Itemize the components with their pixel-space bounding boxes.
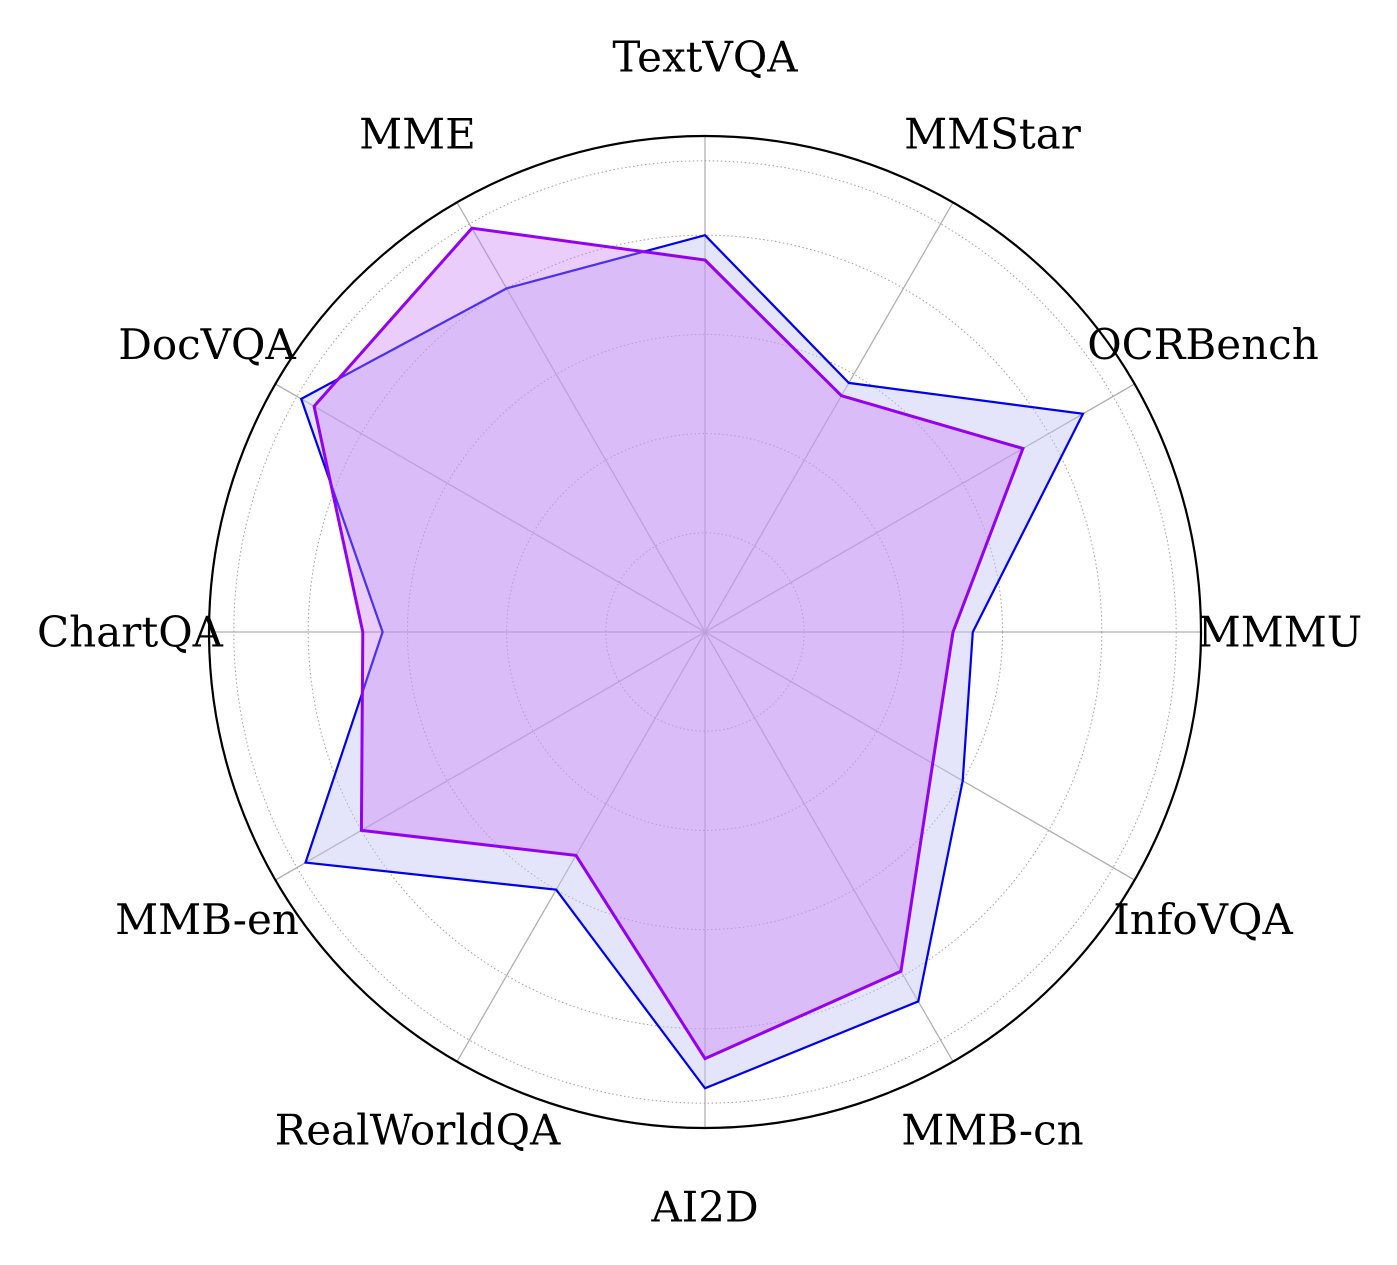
axis-label-mmstar: MMStar	[904, 110, 1082, 159]
radar-outer-ring	[207, 134, 1203, 1130]
grid-ring-2	[506, 433, 904, 831]
grid-ring-1	[605, 532, 805, 732]
series-2-polygon	[312, 226, 1025, 1061]
radar-spokes	[209, 136, 1201, 1128]
axis-label-realworldqa: RealWorldQA	[275, 1106, 561, 1155]
spoke-mmb-cn	[704, 631, 954, 1062]
axis-label-ai2d: AI2D	[650, 1183, 758, 1232]
axis-label-mmb-cn: MMB-cn	[901, 1106, 1083, 1155]
axis-label-mmmu: MMMU	[1198, 608, 1362, 657]
radar-series	[299, 226, 1085, 1090]
spoke-ocrbench	[704, 383, 1135, 633]
grid-ring-3	[406, 333, 1004, 931]
spoke-infovqa	[704, 631, 1135, 881]
spoke-docvqa	[275, 383, 706, 633]
axis-label-ocrbench: OCRBench	[1087, 320, 1319, 369]
spoke-mmstar	[704, 202, 954, 633]
spoke-mmb-en	[275, 631, 706, 881]
spoke-mme	[456, 202, 706, 633]
axis-label-infovqa: InfoVQA	[1113, 895, 1293, 944]
axis-label-textvqa: TextVQA	[612, 33, 798, 82]
axis-label-mme: MME	[359, 110, 476, 159]
grid-ring-5	[233, 160, 1177, 1104]
axis-label-chartqa: ChartQA	[37, 608, 224, 657]
radar-axis-labels: TextVQA MMStar OCRBench MMMU InfoVQA MMB-cn AI…	[37, 33, 1362, 1232]
spoke-realworldqa	[456, 631, 706, 1062]
axis-label-mmb-en: MMB-en	[115, 895, 299, 944]
series-1-polygon	[299, 233, 1085, 1090]
axis-label-docvqa: DocVQA	[118, 320, 296, 369]
